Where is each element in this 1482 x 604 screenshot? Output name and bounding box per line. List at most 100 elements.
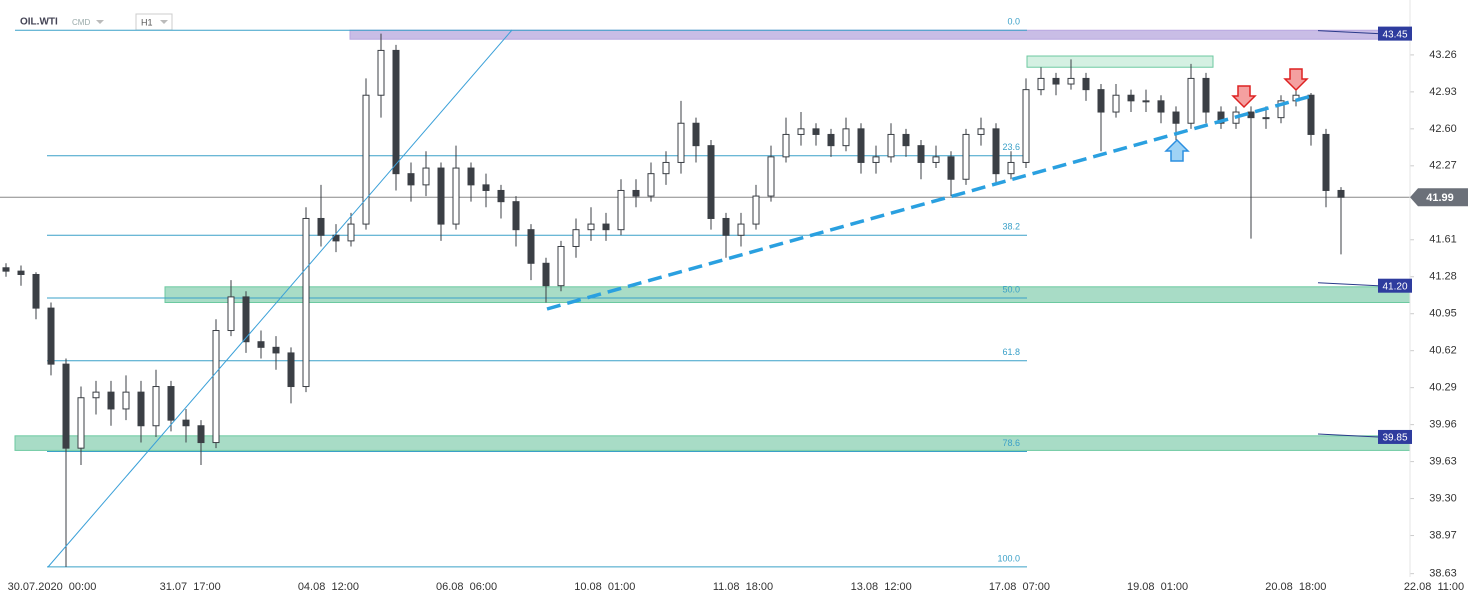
candle-body (1247, 111, 1255, 119)
y-tick-label: 42.93 (1429, 86, 1457, 98)
y-tick-label: 40.62 (1429, 345, 1457, 357)
candle-body (92, 391, 100, 399)
candle-body (812, 128, 820, 135)
candle-body (1277, 100, 1285, 119)
market: CMD (72, 18, 90, 27)
candle-body (497, 189, 505, 203)
candle-body (1097, 89, 1105, 113)
x-tick-label: 11.08 18:00 (713, 581, 773, 593)
candle-body (887, 133, 895, 158)
x-tick-label: 10.08 01:00 (574, 581, 635, 593)
x-tick-label: 20.08 18:00 (1265, 581, 1326, 593)
up-arrow (1164, 138, 1190, 162)
candle-body (1307, 94, 1315, 135)
fib-anchor-line (47, 29, 513, 568)
y-tick-label: 41.28 (1429, 271, 1457, 283)
candle-body (707, 145, 715, 219)
price-tag-label: 39.85 (1382, 433, 1407, 444)
candle-body (422, 167, 430, 186)
fib-label: 38.2 (1002, 222, 1020, 232)
candle-body (302, 217, 310, 388)
y-tick-label: 39.63 (1429, 456, 1457, 468)
candle-body (377, 49, 385, 96)
x-tick-label: 06.08 06:00 (436, 581, 497, 593)
candle-body (1007, 161, 1015, 175)
candle-body (797, 128, 805, 135)
candle-body (482, 184, 490, 191)
candle-body (212, 330, 220, 444)
current-price-label: 41.99 (1426, 192, 1454, 204)
candle-body (527, 229, 535, 264)
candle-body (1067, 77, 1075, 85)
candle-body (917, 145, 925, 163)
candle-body (1052, 77, 1060, 85)
candle-body (902, 133, 910, 147)
candle-body (1157, 100, 1165, 113)
candle-body (1082, 77, 1090, 91)
candle-body (962, 133, 970, 180)
candle-body (1127, 94, 1135, 102)
candle-body (842, 128, 850, 147)
symbol: OIL.WTI (20, 17, 58, 28)
candle-body (1217, 111, 1225, 124)
candle-body (17, 270, 25, 275)
price-tag-label: 41.20 (1382, 281, 1407, 292)
x-tick-label: 17.08 07:00 (989, 581, 1050, 593)
candle-body (692, 122, 700, 147)
fib-label: 100.0 (997, 553, 1020, 563)
candle-body (437, 167, 445, 225)
fib-label: 78.6 (1002, 438, 1020, 448)
y-tick-label: 41.61 (1429, 234, 1457, 246)
candle-body (47, 307, 55, 365)
y-tick-label: 42.60 (1429, 123, 1457, 135)
price-tag-line (1317, 30, 1379, 35)
candle-body (167, 386, 175, 421)
candle-body (557, 245, 565, 287)
zone (14, 435, 1411, 451)
candle-body (107, 391, 115, 410)
candle-body (1337, 189, 1345, 198)
candle-body (602, 223, 610, 231)
candle-body (737, 223, 745, 236)
zone (164, 286, 1411, 304)
candle-body (227, 296, 235, 332)
candle-body (1172, 111, 1180, 124)
candle-body (827, 133, 835, 147)
down-arrow (1283, 68, 1309, 92)
price-tag-line (1317, 282, 1379, 287)
candle-body (677, 122, 685, 163)
candle-body (257, 341, 265, 348)
candle-body (572, 229, 580, 247)
candle-body (647, 173, 655, 197)
candle-body (317, 217, 325, 236)
candle-body (662, 161, 670, 175)
price-tag (1378, 429, 1412, 444)
candle-body (722, 217, 730, 236)
candle-body (77, 397, 85, 449)
zone (1026, 55, 1214, 68)
candle-body (632, 189, 640, 197)
dropdown-icon (160, 20, 168, 24)
candle-body (122, 391, 130, 410)
candle-body (977, 128, 985, 135)
y-tick-label: 40.29 (1429, 382, 1457, 394)
candle-body (587, 223, 595, 231)
candle-body (947, 156, 955, 180)
current-price-tag (1410, 188, 1468, 207)
candle-body (1037, 77, 1045, 91)
candle-body (152, 386, 160, 427)
x-tick-label: 04.08 12:00 (298, 581, 359, 593)
candle-body (392, 49, 400, 175)
candle-body (932, 156, 940, 163)
candle-body (1022, 89, 1030, 163)
price-tag (1378, 278, 1412, 293)
x-tick-label: 13.08 12:00 (851, 581, 912, 593)
candle-body (857, 128, 865, 163)
candle-body (467, 167, 475, 186)
candle-body (362, 94, 370, 225)
price-tag-label: 43.45 (1382, 29, 1407, 40)
candle-body (782, 133, 790, 158)
fib-label: 23.6 (1002, 142, 1020, 152)
